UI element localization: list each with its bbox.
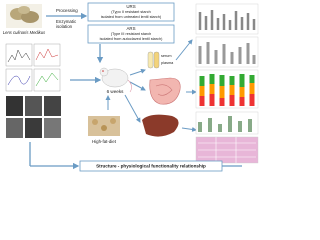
mouse-icon [99,67,132,93]
sample-label: plasma [161,61,174,65]
product-title: ARS [126,26,135,31]
product-description: isolated from autoclaved lentil starch) [100,37,163,41]
tubes-icon [147,51,160,69]
product-description: isolated from untreated lentil starch) [101,15,162,19]
step-label: isolation [56,24,73,29]
product-description: (Typo II resistant starch [111,10,150,14]
sample-label: serum [161,54,172,58]
graphical-abstract: Lens culinaris Medikus Processing Enzyma… [3,2,259,172]
result-panels [195,3,259,164]
arrow [181,126,197,132]
arrow [129,81,146,91]
liver-icon [142,114,179,137]
food-icon [88,116,120,136]
product-title: URS [126,4,135,9]
step-label: Enzymatic [56,19,77,24]
arrow [129,68,146,76]
diet-label: High-fat-diet [92,139,117,144]
arrow [124,94,141,123]
intestine-icon [149,77,181,105]
spectra-panels [5,43,61,92]
footer-label: Structure - physiological functionality … [96,164,206,169]
footer-box [79,160,223,172]
product-box [87,2,175,22]
product-box [87,24,175,44]
micrographs [6,96,61,138]
source-label: Lens culinaris Medikus [3,30,46,35]
arrow [175,39,193,61]
product-description: (Type III resistant starch [111,32,152,36]
step-label: Processing [56,8,78,13]
lentil-image [6,4,42,28]
duration-label: 6 weeks [107,89,125,94]
